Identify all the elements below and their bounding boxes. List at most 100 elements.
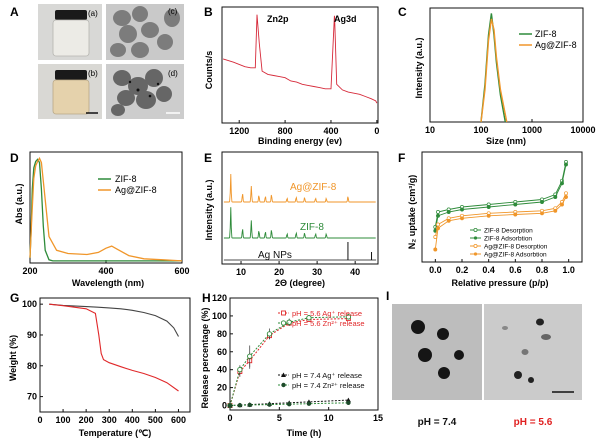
g-series xyxy=(49,303,179,392)
panel-b: B Counts/s 1200 800 400 0 Binding energy (e… xyxy=(204,5,379,146)
e-x-tick-label: 40 xyxy=(350,267,360,277)
g-y-tick-label: 100 xyxy=(22,299,37,309)
panel-e: E Intensity (a.u.) 10 20 30 40 2Θ (degree) … xyxy=(204,151,379,288)
c-legend: ZIF-8 Ag@ZIF-8 xyxy=(519,29,577,50)
b-y-axis-label: Counts/s xyxy=(204,51,214,90)
vial-body-b xyxy=(52,79,90,115)
f-y-axis-label: N₂ uptake (cm³/g) xyxy=(407,175,417,250)
panel-letter-h: H xyxy=(202,291,211,305)
f-point xyxy=(486,213,491,218)
f-legend: ZIF-8 Desorption ZIF-8 Adsorbtion Ag@ZIF… xyxy=(470,228,548,259)
f-series-line xyxy=(434,196,567,250)
vial-cap-a xyxy=(55,10,87,20)
d-x-tick-label: 600 xyxy=(174,266,189,276)
h-point xyxy=(345,314,352,320)
h-x-tick-label: 15 xyxy=(373,413,383,423)
label-ph56: pH = 5.6 xyxy=(514,417,553,428)
g-y-tick-label: 90 xyxy=(27,330,37,340)
g-x-axis-label: Temperature (℃) xyxy=(79,428,151,438)
e-x-ticks: 10 20 30 40 xyxy=(236,261,360,277)
g-x-tick-label: 300 xyxy=(102,415,117,425)
label-ph74: pH = 7.4 xyxy=(418,417,457,428)
h-y-tick-label: 80 xyxy=(217,329,227,339)
f-x-tick-label: 0.2 xyxy=(456,265,469,275)
c-series-line xyxy=(480,13,506,123)
h-point xyxy=(286,319,292,325)
h-point xyxy=(346,400,351,406)
f-point xyxy=(513,202,518,207)
c-x-axis-label: Size (nm) xyxy=(486,136,526,146)
f-point xyxy=(460,216,464,221)
h-legend-marker-2 xyxy=(280,320,287,326)
h-point xyxy=(237,403,243,408)
g-y-tick-label: 80 xyxy=(27,361,37,371)
h-series xyxy=(227,314,352,409)
b-annotation-ag3d: Ag3d xyxy=(334,14,357,24)
f-point xyxy=(436,210,440,214)
f-legend-marker-2 xyxy=(473,236,478,240)
g-plot-frame xyxy=(39,297,191,413)
e-pattern-zif8 xyxy=(223,207,376,239)
h-point xyxy=(247,353,253,359)
h-point xyxy=(247,402,252,408)
f-plot-frame xyxy=(421,151,583,263)
h-x-axis-label: Time (h) xyxy=(287,428,322,438)
h-y-tick-label: 0 xyxy=(222,401,227,411)
g-ticks: 0 100 200 300 400 500 600 70 80 90 100 xyxy=(22,299,186,425)
e-y-axis-label: Intensity (a.u.) xyxy=(204,179,214,240)
f-point xyxy=(540,211,544,216)
f-legend-2: ZIF-8 Adsorbtion xyxy=(484,236,532,243)
label-a: (a) xyxy=(88,9,98,18)
f-x-tick-label: 0.0 xyxy=(429,265,442,275)
f-point xyxy=(446,218,451,223)
label-b: (b) xyxy=(88,69,98,78)
h-point xyxy=(266,331,273,337)
h-y-tick-label: 100 xyxy=(212,311,227,321)
f-legend-marker-1 xyxy=(473,227,478,232)
panel-letter-a: A xyxy=(10,5,19,19)
d-series-line xyxy=(29,156,183,262)
panel-c: C Intensity (a.u.) 10 100 1000 10000 Size (… xyxy=(398,5,596,146)
c-x-tick-label: 10 xyxy=(425,125,435,135)
panel-letter-d: D xyxy=(10,151,19,165)
b-x-tick-label: 0 xyxy=(374,126,379,136)
f-legend-1: ZIF-8 Desorption xyxy=(484,228,533,235)
e-x-tick-label: 30 xyxy=(312,267,322,277)
b-x-ticks: 1200 800 400 0 xyxy=(229,120,379,136)
e-pattern-agzif8 xyxy=(223,173,376,203)
f-x-tick-label: 0.8 xyxy=(536,265,549,275)
f-point xyxy=(460,207,464,212)
f-point xyxy=(436,213,440,218)
d-legend-zif8: ZIF-8 xyxy=(115,174,137,184)
panel-a: A (a) (b) (c) (d) xyxy=(10,4,184,119)
e-x-tick-label: 10 xyxy=(236,267,246,277)
g-y-axis-label: Weight (%) xyxy=(8,335,18,381)
f-point xyxy=(446,210,451,214)
panel-h: H Release percentage (%) 0 5 10 15 0 20 40 60 80… xyxy=(200,291,383,438)
ag-dots-d xyxy=(128,80,160,98)
b-annotation-zn2p: Zn2p xyxy=(267,14,289,24)
e-plot-frame xyxy=(221,151,379,265)
d-series xyxy=(29,156,183,262)
b-plot-frame xyxy=(221,6,379,124)
h-x-tick-label: 5 xyxy=(277,413,282,423)
panel-letter-f: F xyxy=(398,151,405,165)
c-series xyxy=(480,13,508,123)
d-series-line xyxy=(29,158,182,262)
b-x-tick-label: 400 xyxy=(323,126,338,136)
f-point xyxy=(553,208,558,213)
tem-particles-ph74 xyxy=(411,320,464,379)
e-label-ag-nps: Ag NPs xyxy=(258,250,292,261)
f-series-line xyxy=(434,161,567,228)
f-point xyxy=(564,162,568,167)
panel-letter-i: I xyxy=(386,289,389,303)
f-x-axis-label: Relative pressure (p/p) xyxy=(451,278,548,288)
panel-d: D Abs (a.u.) 200 400 600 Wavelength (nm) Z… xyxy=(10,151,190,288)
c-legend-agzif8: Ag@ZIF-8 xyxy=(535,40,577,50)
panel-letter-c: C xyxy=(398,5,407,19)
g-x-tick-label: 500 xyxy=(148,415,163,425)
c-y-axis-label: Intensity (a.u.) xyxy=(414,37,424,98)
f-series-line xyxy=(434,193,567,238)
f-legend-3: Ag@ZIF-8 Desorption xyxy=(484,244,548,251)
panel-i: I pH = 7.4 pH = 5.6 xyxy=(386,289,582,428)
